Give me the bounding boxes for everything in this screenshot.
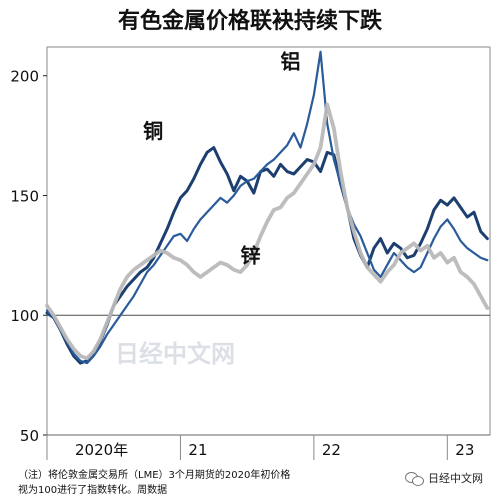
series-line-2 (45, 102, 490, 361)
series-label-2: 锌 (240, 244, 260, 268)
x-label-3: 23 (455, 441, 474, 459)
series-label-1: 铝 (281, 50, 301, 74)
brand-text: 日经中文网 (428, 472, 483, 485)
x-label-0: 2020年 (75, 441, 128, 459)
brand: 日经中文网 (404, 470, 483, 486)
y-tick-label-1: 100 (10, 307, 39, 325)
series-line-0 (45, 146, 489, 365)
x-label-1: 21 (188, 441, 207, 459)
grid-layer: 50 100 150 200 2020年 21 22 23 日经中文网 (10, 68, 490, 460)
footnote: （注）将伦敦金属交易所（LME）3个月期货的2020年初价格 视为100进行了指… (18, 468, 348, 498)
series-line-1 (45, 50, 489, 365)
x-label-2: 22 (322, 441, 341, 459)
chart-title: 有色金属价格联袂持续下跌 (118, 8, 383, 34)
footnote-line-1: （注）将伦敦金属交易所（LME）3个月期货的2020年初价格 (18, 470, 291, 481)
y-tick-label-3: 200 (10, 68, 39, 86)
watermark: 日经中文网 (115, 340, 235, 368)
y-tick-label-2: 150 (10, 187, 39, 205)
y-tick-label-0: 50 (20, 427, 39, 445)
series-label-0: 铜 (143, 119, 163, 143)
label-layer: 铜 铝锌 (143, 50, 300, 268)
wechat-icon (404, 470, 424, 486)
footnote-line-2: 视为100进行了指数转化。周数据 (18, 485, 168, 496)
series-layer (45, 50, 490, 365)
plot-frame (46, 46, 491, 436)
